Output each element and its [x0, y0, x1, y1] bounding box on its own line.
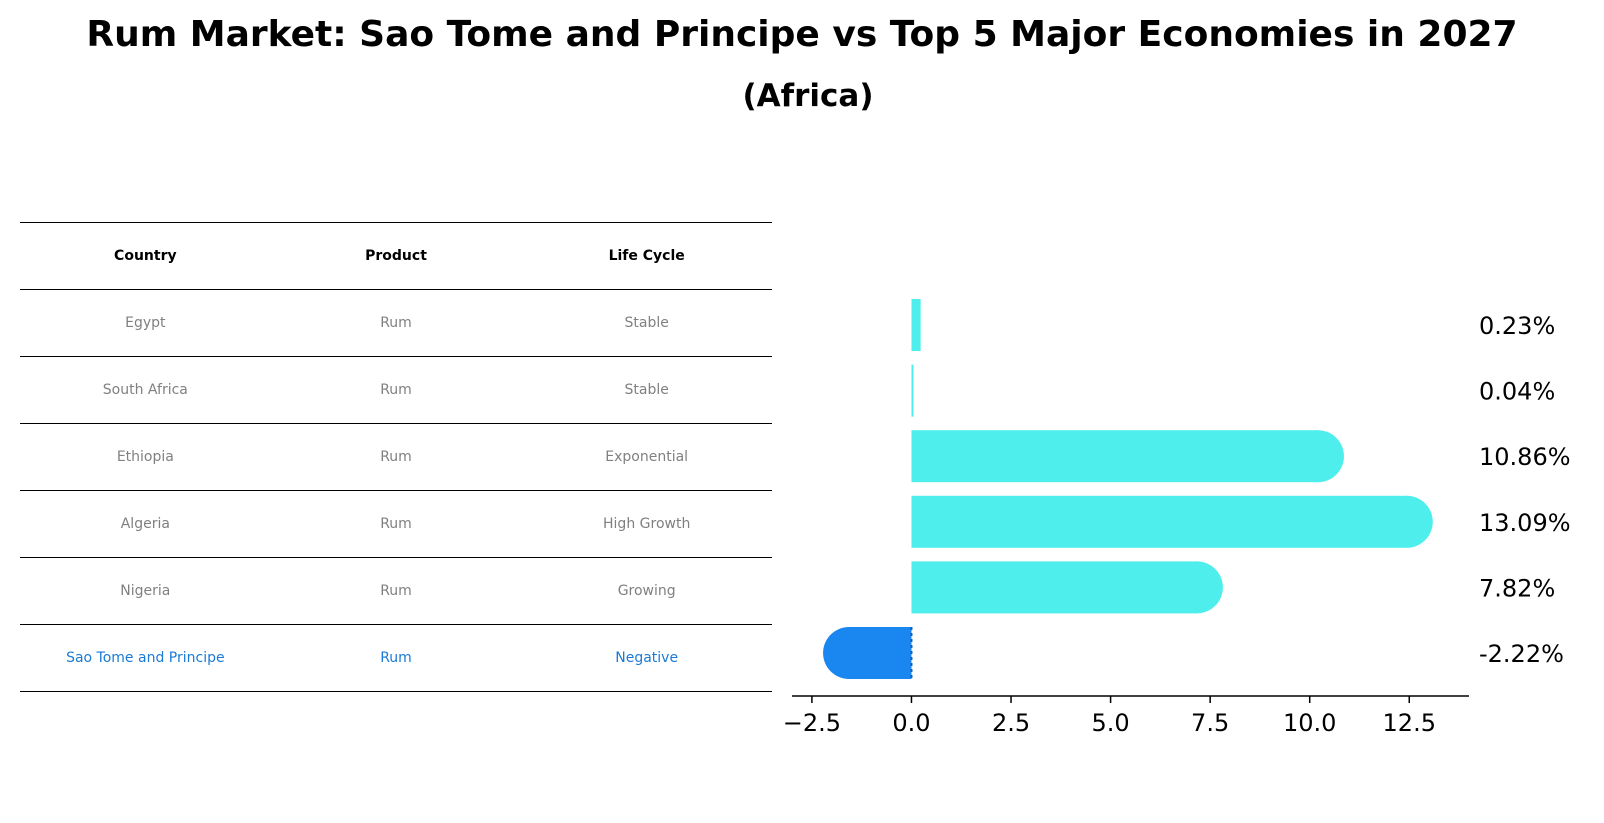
x-tick-label: 2.5 [992, 709, 1030, 737]
table-row: Algeria Rum High Growth [20, 490, 772, 557]
data-table: Country Product Life Cycle Egypt Rum Sta… [20, 222, 772, 692]
data-label: 7.82% [1479, 574, 1555, 602]
table-row: Ethiopia Rum Exponential [20, 423, 772, 490]
cell-product: Rum [380, 449, 412, 465]
bar-body [911, 430, 1318, 483]
bar-body [911, 495, 1407, 548]
cell-life-cycle: Stable [624, 315, 669, 331]
table-row: Egypt Rum Stable [20, 289, 772, 356]
table-row: Nigeria Rum Growing [20, 557, 772, 624]
header-life-cycle: Life Cycle [608, 248, 685, 264]
cell-product: Rum [380, 650, 412, 666]
cell-life-cycle: Stable [624, 382, 669, 398]
x-tick-label: 7.5 [1191, 709, 1229, 737]
bar [911, 561, 1223, 614]
bar [911, 430, 1344, 483]
data-label: -2.22% [1479, 640, 1564, 668]
bar-cap [1170, 561, 1223, 614]
bar-cap [1380, 495, 1433, 548]
bar-cap [823, 627, 876, 679]
cell-country: Algeria [120, 516, 170, 532]
cell-country: Nigeria [120, 583, 171, 599]
bar-body [911, 561, 1197, 614]
cell-country: Ethiopia [116, 449, 174, 465]
cell-life-cycle: High Growth [603, 516, 691, 532]
cell-country: Sao Tome and Principe [66, 650, 225, 666]
cell-product: Rum [380, 382, 412, 398]
bar [911, 495, 1433, 548]
data-label: 13.09% [1479, 509, 1571, 537]
cell-life-cycle: Exponential [605, 449, 689, 465]
bar [911, 364, 914, 417]
cell-life-cycle: Negative [615, 650, 679, 666]
x-tick-label: 10.0 [1283, 709, 1336, 737]
data-label: 0.04% [1479, 378, 1555, 406]
table-row-highlight: Sao Tome and Principe Rum Negative [20, 624, 772, 692]
x-tick-label: 0.0 [892, 709, 930, 737]
cell-product: Rum [380, 315, 412, 331]
table-header-row: Country Product Life Cycle [20, 222, 772, 289]
bar-body [911, 364, 914, 417]
table-row: South Africa Rum Stable [20, 356, 772, 423]
cell-country: South Africa [102, 382, 188, 398]
chart-title: Rum Market: Sao Tome and Principe vs Top… [86, 14, 1518, 55]
cell-life-cycle: Growing [617, 583, 676, 599]
chart-subtitle: (Africa) [742, 78, 874, 114]
header-product: Product [365, 248, 427, 264]
cell-product: Rum [380, 516, 412, 532]
bar-highlight [823, 627, 913, 679]
bar-body [911, 299, 921, 351]
bar [911, 299, 921, 351]
x-tick-label: 5.0 [1092, 709, 1130, 737]
data-label: 0.23% [1479, 312, 1555, 340]
header-country: Country [114, 248, 177, 264]
cell-product: Rum [380, 583, 412, 599]
x-tick-label: −2.5 [783, 709, 841, 737]
x-tick-label: 12.5 [1383, 709, 1436, 737]
bar-cap [1291, 430, 1344, 483]
cell-country: Egypt [125, 315, 166, 331]
data-label: 10.86% [1479, 443, 1571, 471]
